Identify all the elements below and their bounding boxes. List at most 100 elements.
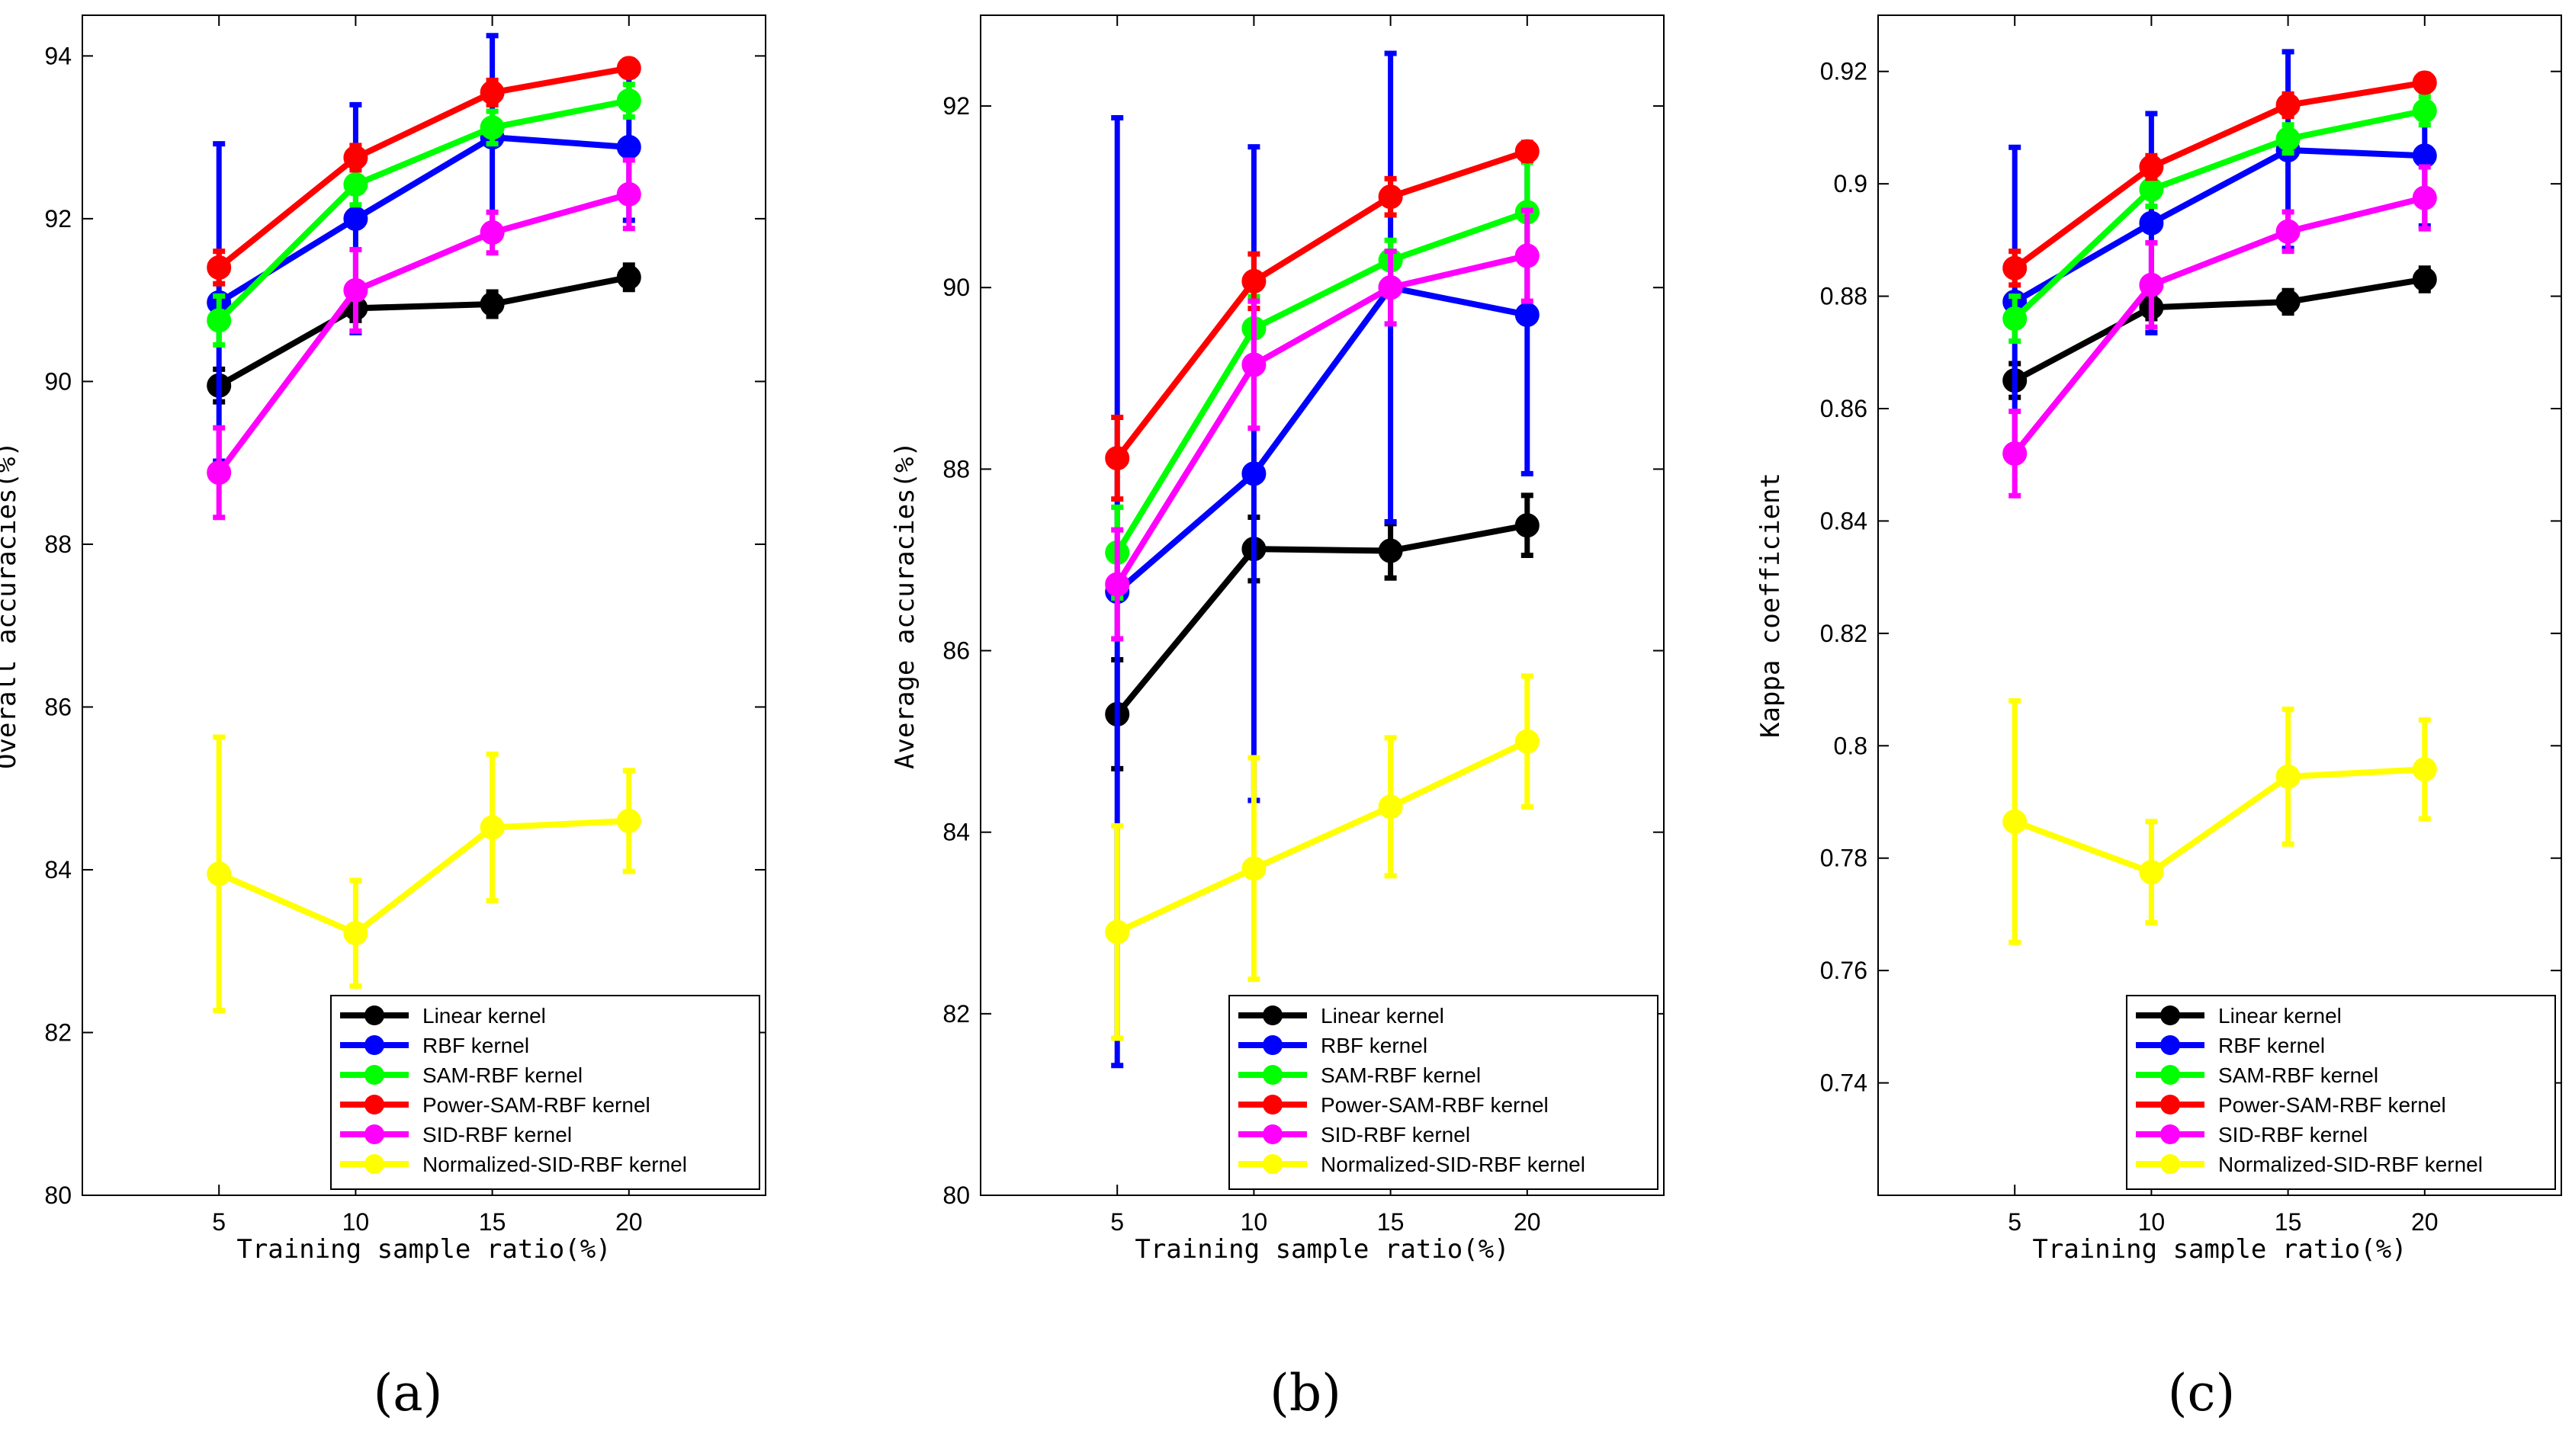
panel-label: (a) xyxy=(374,1364,443,1422)
x-axis-label: Training sample ratio(%) xyxy=(2032,1234,2407,1265)
data-point xyxy=(616,181,641,207)
x-tick-label: 20 xyxy=(615,1208,643,1236)
data-point xyxy=(1514,302,1540,327)
y-tick-label: 0.84 xyxy=(1820,507,1867,534)
data-point xyxy=(1514,243,1540,268)
series-line xyxy=(217,134,630,306)
legend-entry-label: Linear kernel xyxy=(2218,1004,2342,1028)
data-point xyxy=(343,921,368,946)
legend-entry-label: SID-RBF kernel xyxy=(1321,1123,1470,1147)
data-point xyxy=(343,145,368,170)
legend-marker xyxy=(364,1124,384,1144)
y-tick-label: 88 xyxy=(942,455,970,483)
series-line xyxy=(1115,522,1528,717)
data-point xyxy=(1105,446,1130,471)
x-tick-label: 10 xyxy=(342,1208,370,1236)
data-point xyxy=(2139,272,2164,297)
legend-entry-label: Power-SAM-RBF kernel xyxy=(2218,1093,2446,1117)
series-linear-kernel xyxy=(2002,265,2437,400)
data-point xyxy=(2412,267,2437,292)
y-tick-label: 82 xyxy=(942,1000,970,1028)
data-point xyxy=(616,88,641,114)
legend-marker xyxy=(1263,1124,1283,1144)
series-sam-rbf-kernel xyxy=(207,82,641,348)
series-line xyxy=(2013,146,2425,305)
y-tick-label: 90 xyxy=(942,274,970,301)
series-line xyxy=(1116,739,1529,935)
y-tick-label: 80 xyxy=(942,1182,970,1209)
legend-box xyxy=(1228,995,1658,1190)
data-point xyxy=(2412,757,2437,782)
data-point xyxy=(1514,139,1540,164)
data-point xyxy=(1514,513,1540,538)
legend-marker xyxy=(364,1095,384,1114)
legend-entry-label: Normalized-SID-RBF kernel xyxy=(1321,1153,1585,1176)
x-tick-label: 15 xyxy=(1377,1208,1405,1236)
y-tick-label: 0.9 xyxy=(1834,170,1867,197)
series-line xyxy=(217,98,630,323)
data-point xyxy=(2412,98,2437,123)
plot-area-frame xyxy=(82,14,766,1196)
data-point xyxy=(2412,185,2437,210)
series-line xyxy=(1114,252,1528,586)
series-line xyxy=(1114,209,1529,555)
data-point xyxy=(2002,809,2028,834)
legend-entry-label: Power-SAM-RBF kernel xyxy=(422,1093,650,1117)
data-point xyxy=(343,277,368,303)
y-tick-label: 92 xyxy=(44,205,72,233)
data-point xyxy=(1378,184,1403,210)
legend-entry-label: RBF kernel xyxy=(1321,1034,1427,1057)
x-tick-label: 5 xyxy=(1110,1208,1124,1236)
series-normalized-sid-rbf-kernel xyxy=(2002,698,2437,945)
data-point xyxy=(2275,92,2301,117)
legend-marker xyxy=(2160,1035,2180,1055)
data-point xyxy=(2412,143,2437,168)
series-line xyxy=(2012,79,2426,271)
series-sid-rbf-kernel xyxy=(207,157,641,521)
legend-entry-label: Linear kernel xyxy=(422,1004,546,1028)
series-line xyxy=(217,817,629,937)
data-point xyxy=(207,460,232,485)
data-point xyxy=(480,220,505,245)
panel-label: (b) xyxy=(1270,1364,1341,1422)
data-point xyxy=(480,80,505,105)
legend-marker xyxy=(364,1154,384,1174)
y-tick-label: 84 xyxy=(44,856,72,884)
y-axis-label: Overall accuracies(%) xyxy=(0,441,22,769)
series-normalized-sid-rbf-kernel xyxy=(207,734,641,1014)
x-tick-label: 5 xyxy=(2008,1208,2021,1236)
data-point xyxy=(1105,919,1130,944)
data-point xyxy=(1378,275,1403,300)
data-point xyxy=(616,56,641,81)
legend-marker xyxy=(2160,1124,2180,1144)
series-linear-kernel xyxy=(207,262,641,405)
legend: Linear kernel RBF kernel SAM-RBF kernel Pow… xyxy=(2126,995,2556,1190)
legend-entry-label: RBF kernel xyxy=(422,1034,529,1057)
legend-box xyxy=(2126,995,2556,1190)
series-sid-rbf-kernel xyxy=(2002,164,2437,499)
legend-entry-label: Normalized-SID-RBF kernel xyxy=(422,1153,687,1176)
legend-marker xyxy=(1263,1154,1283,1174)
x-tick-label: 15 xyxy=(2275,1208,2302,1236)
y-tick-label: 0.78 xyxy=(1820,845,1867,872)
x-axis-label: Training sample ratio(%) xyxy=(1135,1234,1509,1265)
legend-marker xyxy=(2160,1065,2180,1085)
data-point xyxy=(207,255,232,280)
data-point xyxy=(1514,729,1540,754)
data-point xyxy=(2139,177,2164,202)
y-tick-label: 86 xyxy=(942,637,970,665)
data-point xyxy=(2139,860,2164,885)
series-power-sam-rbf-kernel xyxy=(2002,70,2437,288)
y-tick-label: 88 xyxy=(44,531,72,558)
y-tick-label: 94 xyxy=(44,42,72,69)
legend-entry-label: RBF kernel xyxy=(2218,1034,2325,1057)
series-line xyxy=(2013,766,2426,876)
data-point xyxy=(616,134,641,159)
data-point xyxy=(480,115,505,140)
series-rbf-kernel xyxy=(1105,50,1540,1069)
series-sid-rbf-kernel xyxy=(1105,207,1540,642)
y-tick-label: 82 xyxy=(44,1018,72,1046)
legend-box xyxy=(330,995,760,1190)
y-tick-label: 80 xyxy=(44,1182,72,1209)
legend-marker xyxy=(2160,1005,2180,1025)
